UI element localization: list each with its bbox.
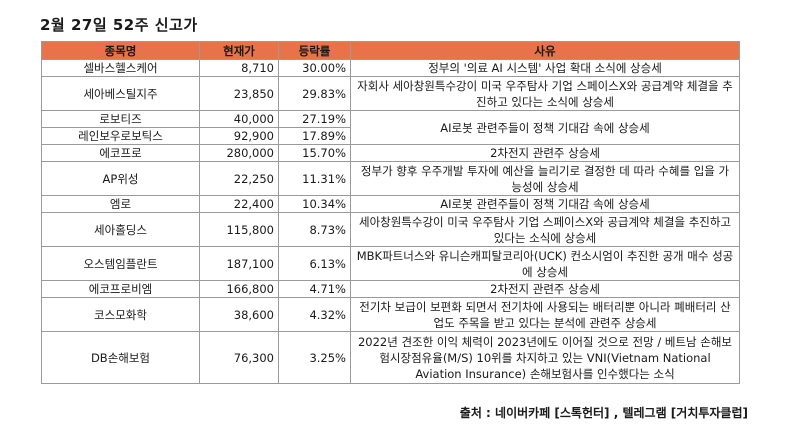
table-row: 에코프로 280,000 15.70% 2차전지 관련주 상승세 bbox=[41, 144, 740, 162]
stock-name: DB손해보험 bbox=[41, 331, 200, 384]
table-row: 셀바스헬스케어 8,710 30.00% 정부의 '의료 AI 시스템' 사업 … bbox=[41, 59, 740, 77]
stock-price: 23,850 bbox=[199, 76, 279, 111]
table-row: 엠로 22,400 10.34% AI로봇 관련주들이 정책 기대감 속에 상승… bbox=[41, 195, 740, 213]
stock-table: 종목명 현재가 등락률 사유 셀바스헬스케어 8,710 30.00% 정부의 … bbox=[41, 41, 740, 384]
stock-reason: 자회사 세아창원특수강이 미국 우주탐사 기업 스페이스X와 공급계약 체결을 … bbox=[350, 76, 740, 111]
stock-name: 레인보우로보틱스 bbox=[41, 127, 200, 145]
stock-change: 4.32% bbox=[278, 297, 351, 332]
stock-name: 셀바스헬스케어 bbox=[41, 59, 200, 77]
stock-reason: 전기차 보급이 보편화 되면서 전기차에 사용되는 배터리뿐 아니라 폐배터리 … bbox=[350, 297, 740, 332]
stock-reason: 정부가 향후 우주개발 투자에 예산을 늘리기로 결정한 데 따라 수혜를 입을… bbox=[350, 161, 740, 196]
stock-name: 엠로 bbox=[41, 195, 200, 213]
stock-price: 76,300 bbox=[199, 331, 279, 384]
stock-price: 187,100 bbox=[199, 246, 279, 281]
stock-reason: MBK파트너스와 유니슨캐피탈코리아(UCK) 컨소시엄이 추진한 공개 매수 … bbox=[350, 246, 740, 281]
stock-name: 오스템임플란트 bbox=[41, 246, 200, 281]
stock-price: 8,710 bbox=[199, 59, 279, 77]
table-row: 세아홀딩스 115,800 8.73% 세아창원특수강이 미국 우주탐사 기업 … bbox=[41, 212, 740, 247]
stock-reason: 2차전지 관련주 상승세 bbox=[350, 280, 740, 298]
table-row: 세아베스틸지주 23,850 29.83% 자회사 세아창원특수강이 미국 우주… bbox=[41, 76, 740, 111]
header-price: 현재가 bbox=[199, 41, 279, 60]
stock-reason: AI로봇 관련주들이 정책 기대감 속에 상승세 bbox=[350, 110, 740, 145]
stock-price: 22,250 bbox=[199, 161, 279, 196]
stock-change: 17.89% bbox=[278, 127, 351, 145]
table-row: 로보티즈 40,000 27.19% AI로봇 관련주들이 정책 기대감 속에 … bbox=[41, 110, 740, 145]
stock-change: 15.70% bbox=[278, 144, 351, 162]
header-change: 등락률 bbox=[278, 41, 351, 60]
stock-name: 에코프로 bbox=[41, 144, 200, 162]
stock-change: 29.83% bbox=[278, 76, 351, 111]
stock-name: 코스모화학 bbox=[41, 297, 200, 332]
stock-name: 에코프로비엠 bbox=[41, 280, 200, 298]
stock-price: 166,800 bbox=[199, 280, 279, 298]
stock-reason: 2022년 견조한 이익 체력이 2023년에도 이어질 것으로 전망 / 베트… bbox=[350, 331, 740, 384]
stock-reason: 2차전지 관련주 상승세 bbox=[350, 144, 740, 162]
stock-price: 38,600 bbox=[199, 297, 279, 332]
table-row: 코스모화학 38,600 4.32% 전기차 보급이 보편화 되면서 전기차에 … bbox=[41, 297, 740, 332]
stock-price: 115,800 bbox=[199, 212, 279, 247]
stock-change: 11.31% bbox=[278, 161, 351, 196]
table-row: DB손해보험 76,300 3.25% 2022년 견조한 이익 체력이 202… bbox=[41, 331, 740, 384]
stock-name: 세아홀딩스 bbox=[41, 212, 200, 247]
stock-reason: AI로봇 관련주들이 정책 기대감 속에 상승세 bbox=[350, 195, 740, 213]
source-note: 출처 : 네이버카페 [스톡헌터] , 텔레그램 [거치투자클럽] bbox=[459, 406, 748, 420]
stock-change: 3.25% bbox=[278, 331, 351, 384]
page-title: 2월 27일 52주 신고가 bbox=[40, 16, 198, 34]
table-header-row: 종목명 현재가 등락률 사유 bbox=[41, 41, 740, 60]
header-reason: 사유 bbox=[350, 41, 740, 60]
stock-price: 280,000 bbox=[199, 144, 279, 162]
stock-change: 10.34% bbox=[278, 195, 351, 213]
stock-change: 4.71% bbox=[278, 280, 351, 298]
stock-change: 6.13% bbox=[278, 246, 351, 281]
stock-price: 40,000 bbox=[199, 110, 279, 128]
stock-change: 30.00% bbox=[278, 59, 351, 77]
stock-change: 8.73% bbox=[278, 212, 351, 247]
stock-name: AP위성 bbox=[41, 161, 200, 196]
stock-reason: 정부의 '의료 AI 시스템' 사업 확대 소식에 상승세 bbox=[350, 59, 740, 77]
table-row: AP위성 22,250 11.31% 정부가 향후 우주개발 투자에 예산을 늘… bbox=[41, 161, 740, 196]
stock-name: 로보티즈 bbox=[41, 110, 200, 128]
header-name: 종목명 bbox=[41, 41, 200, 60]
stock-price: 22,400 bbox=[199, 195, 279, 213]
table-row: 오스템임플란트 187,100 6.13% MBK파트너스와 유니슨캐피탈코리아… bbox=[41, 246, 740, 281]
stock-change: 27.19% bbox=[278, 110, 351, 128]
stock-price: 92,900 bbox=[199, 127, 279, 145]
table-row: 에코프로비엠 166,800 4.71% 2차전지 관련주 상승세 bbox=[41, 280, 740, 298]
stock-reason: 세아창원특수강이 미국 우주탐사 기업 스페이스X와 공급계약 체결을 추진하고… bbox=[350, 212, 740, 247]
stock-name: 세아베스틸지주 bbox=[41, 76, 200, 111]
